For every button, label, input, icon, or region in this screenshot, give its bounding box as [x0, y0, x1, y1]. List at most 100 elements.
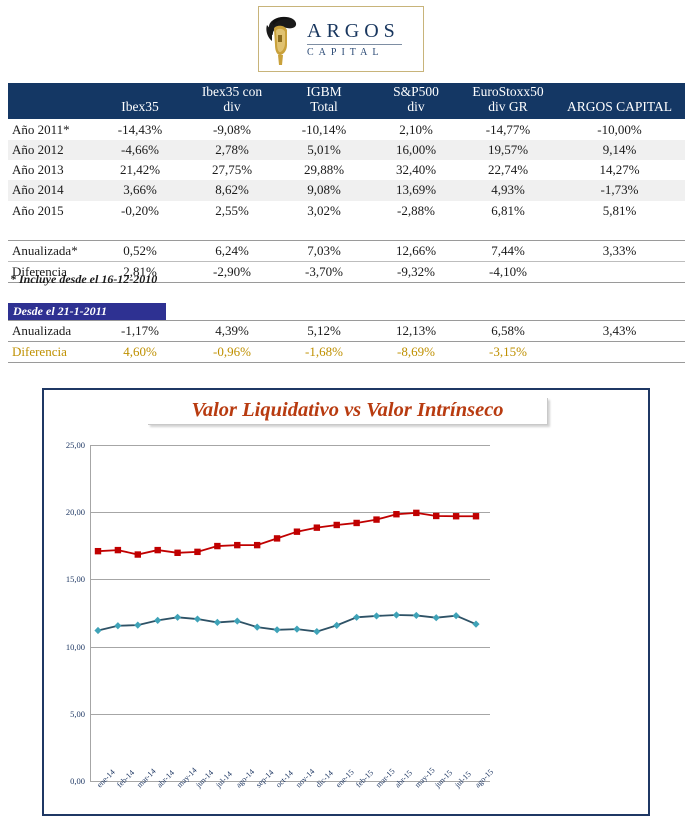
- spartan-helmet-icon: [266, 16, 297, 65]
- data-point-marker: [313, 627, 321, 636]
- table-row-diferencia: Diferencia 4,60% -0,96% -1,68% -8,69% -3…: [8, 341, 685, 363]
- cell: 0,52%: [94, 240, 186, 262]
- table-row: Año 2012 -4,66% 2,78% 5,01% 16,00% 19,57…: [8, 139, 685, 161]
- logo-divider: [307, 43, 402, 45]
- chart-title: Valor Liquidativo vs Valor Intrínseco: [148, 398, 548, 425]
- cell: 29,88%: [303, 162, 345, 178]
- cell: -4,66%: [94, 139, 186, 161]
- data-point-marker: [433, 512, 440, 520]
- desde-table: Anualizada -1,17% 4,39% 5,12% 12,13% 6,5…: [8, 320, 685, 363]
- data-point-marker: [193, 615, 202, 623]
- th-line1: Ibex35 con: [201, 84, 263, 99]
- th-argos-capital: ARGOS CAPITAL: [554, 83, 685, 119]
- table-header-row: Ibex35 Ibex35 con div IGBM Total S&P500 …: [8, 83, 685, 119]
- cell: 5,81%: [602, 202, 637, 218]
- data-point-marker: [452, 513, 460, 520]
- cell: -1,68%: [278, 341, 370, 363]
- data-point-marker: [134, 551, 141, 558]
- cell: 3,66%: [94, 180, 186, 201]
- data-point-marker: [432, 614, 440, 622]
- cell: -10,14%: [301, 121, 347, 137]
- data-point-marker: [253, 541, 261, 549]
- data-point-marker: [114, 622, 122, 630]
- table-row: Año 2015 -0,20% 2,55% 3,02% -2,88% 6,81%…: [8, 201, 685, 221]
- data-point-marker: [353, 613, 361, 621]
- data-point-marker: [114, 546, 122, 554]
- cell: 14,27%: [599, 162, 640, 178]
- chart-plot-area: 0,00 5,00 10,00 15,00 20,00 25,00: [66, 440, 490, 786]
- th-line2: Total: [310, 98, 338, 114]
- cell: [554, 341, 685, 363]
- gridline: [90, 781, 490, 782]
- cell: -3,70%: [278, 261, 370, 283]
- data-point-marker: [213, 618, 221, 627]
- data-point-marker: [233, 617, 241, 625]
- cell: 6,81%: [491, 202, 525, 218]
- data-point-marker: [293, 528, 301, 535]
- cell: 5,12%: [278, 320, 370, 342]
- data-point-marker: [154, 546, 161, 554]
- table-row-diferencia: Diferencia 2,81% -2,90% -3,70% -9,32% -4…: [8, 261, 685, 283]
- th-eurostoxx50-div-gr: EuroStoxx50 div GR: [462, 83, 554, 119]
- row-label: Anualizada: [8, 320, 94, 342]
- performance-table-container: Ibex35 Ibex35 con div IGBM Total S&P500 …: [8, 83, 685, 221]
- row-label: Anualizada*: [8, 240, 94, 262]
- data-point-marker: [353, 519, 360, 527]
- data-point-marker: [472, 620, 480, 628]
- cell: -8,69%: [370, 341, 462, 363]
- table-row-anualizada: Anualizada* 0,52% 6,24% 7,03% 12,66% 7,4…: [8, 240, 685, 262]
- chart-x-axis-labels: ene-14 feb-14 mar-14 abr-14 may-14 jun-14 jul-…: [90, 766, 495, 823]
- logo-capital-text: CAPITAL: [307, 46, 384, 58]
- data-point-marker: [412, 611, 420, 620]
- data-point-marker: [333, 521, 340, 529]
- cell: -1,73%: [554, 180, 685, 201]
- y-axis-tick-label: 25,00: [65, 440, 85, 450]
- cell: 2,78%: [186, 139, 278, 161]
- data-point-marker: [194, 548, 201, 556]
- data-point-marker: [234, 541, 241, 549]
- desde-section-title: Desde el 21-1-2011: [13, 304, 107, 318]
- cell: 6,58%: [462, 320, 554, 342]
- data-point-marker: [373, 516, 380, 523]
- cell: 32,40%: [395, 162, 437, 178]
- cell: 8,62%: [186, 180, 278, 201]
- chart-y-axis: [90, 445, 91, 781]
- series-line-square: [97, 511, 476, 556]
- cell: -2,90%: [186, 261, 278, 283]
- data-point-marker: [94, 626, 102, 635]
- y-axis-tick-label: 20,00: [65, 507, 85, 518]
- argos-capital-logo-top: ARGOS CAPITAL: [258, 6, 424, 72]
- performance-table: Ibex35 Ibex35 con div IGBM Total S&P500 …: [8, 83, 685, 221]
- data-point-marker: [174, 549, 181, 556]
- cell: 2,55%: [215, 202, 249, 218]
- chart-container: Valor Liquidativo vs Valor Intrínseco 0,…: [42, 388, 650, 816]
- row-label: Año 2015: [12, 202, 64, 218]
- cell: 22,74%: [487, 162, 529, 178]
- logo-wordmark: ARGOS CAPITAL: [305, 21, 402, 58]
- data-point-marker: [253, 623, 261, 631]
- y-axis-tick-label: 15,00: [65, 574, 85, 585]
- th-igbm-total: IGBM Total: [278, 83, 370, 119]
- desde-table-container: Anualizada -1,17% 4,39% 5,12% 12,13% 6,5…: [8, 320, 685, 363]
- cell: 12,66%: [370, 240, 462, 262]
- data-point-marker: [392, 611, 401, 619]
- table-row: Año 2011* -14,43% -9,08% -10,14% 2,10% -…: [8, 119, 685, 140]
- th-ibex35-con-div: Ibex35 con div: [186, 83, 278, 119]
- gridline: [90, 646, 490, 648]
- th-line1: S&P500: [393, 84, 439, 99]
- row-label: Año 2014: [8, 180, 94, 201]
- cell: 4,39%: [186, 320, 278, 342]
- cell: -9,08%: [213, 121, 251, 137]
- th-line2: div: [223, 98, 241, 114]
- cell: 6,24%: [186, 240, 278, 262]
- data-point-marker: [452, 612, 460, 620]
- cell: 3,33%: [554, 240, 685, 262]
- cell: -10,00%: [597, 121, 642, 137]
- desde-section-header: Desde el 21-1-2011: [8, 303, 166, 320]
- cell: 3,43%: [554, 320, 685, 342]
- y-axis-tick-label: 5,00: [70, 708, 85, 719]
- y-axis-tick-label: 10,00: [65, 641, 85, 652]
- data-point-marker: [214, 542, 221, 550]
- data-point-marker: [413, 509, 420, 517]
